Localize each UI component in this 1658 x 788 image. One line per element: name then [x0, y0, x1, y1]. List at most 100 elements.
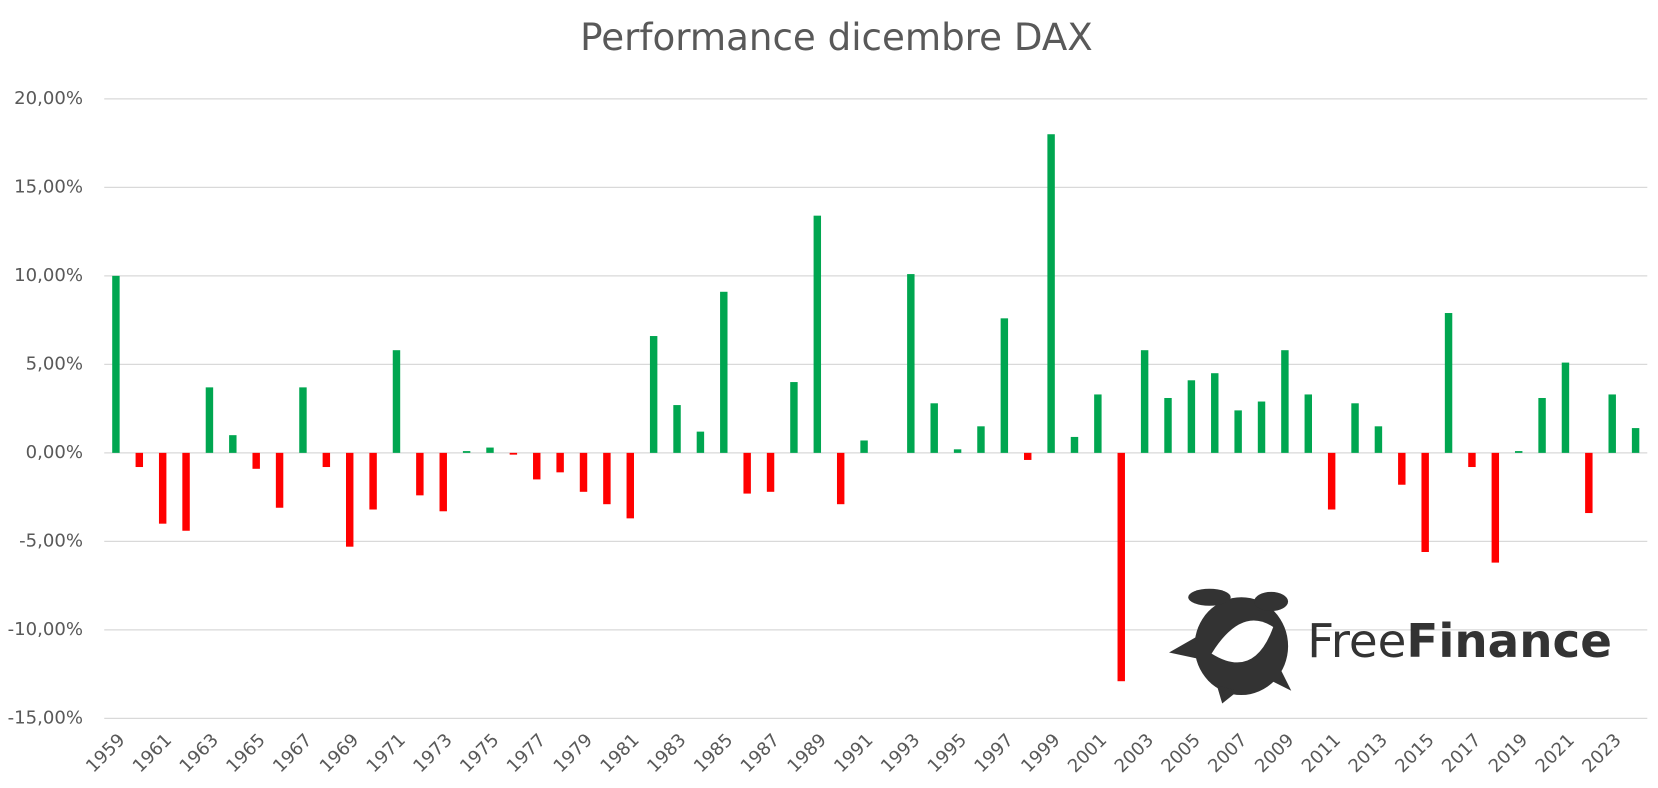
bar — [953, 449, 962, 453]
x-tick-label: 2001 — [1064, 730, 1111, 777]
x-tick-label: 1999 — [1017, 730, 1064, 777]
logo: FreeFinance — [1169, 588, 1612, 704]
x-tick-label: 1989 — [783, 730, 830, 777]
x-tick-label: 2003 — [1111, 730, 1158, 777]
y-tick-label: -10,00% — [8, 619, 83, 640]
bar — [649, 336, 658, 453]
x-tick-label: 2019 — [1485, 730, 1532, 777]
bar — [1211, 373, 1219, 453]
bar — [252, 452, 260, 469]
bar — [1281, 350, 1289, 453]
x-tick-label: 1995 — [924, 730, 971, 777]
bar — [1327, 452, 1336, 510]
x-tick-label: 2007 — [1204, 730, 1251, 777]
logo-text: FreeFinance — [1307, 615, 1612, 669]
bar — [907, 274, 915, 453]
bar — [1585, 452, 1593, 514]
bar — [439, 452, 447, 512]
y-tick-label: -5,00% — [19, 530, 83, 551]
chart-title: Performance dicembre DAX — [580, 15, 1093, 59]
bar — [369, 452, 377, 510]
y-tick-label: -15,00% — [8, 707, 83, 728]
bar — [977, 426, 985, 453]
x-tick-label: 1969 — [316, 730, 363, 777]
x-tick-label: 1967 — [269, 730, 316, 777]
bar — [766, 452, 775, 492]
bar — [743, 452, 751, 494]
bar — [1024, 452, 1032, 460]
bar — [1304, 394, 1313, 453]
x-tick-label: 1975 — [456, 730, 503, 777]
bar — [1117, 452, 1125, 682]
x-tick-label: 1971 — [363, 730, 410, 777]
bar — [1491, 452, 1500, 563]
x-tick-label: 2021 — [1532, 730, 1579, 777]
bar — [1374, 426, 1383, 453]
logo-bold: Finance — [1406, 615, 1612, 669]
x-tick-label: 1977 — [503, 730, 550, 777]
logo-shell — [1211, 620, 1274, 663]
x-tick-label: 1985 — [690, 730, 737, 777]
bar — [626, 452, 634, 519]
bar — [135, 452, 144, 468]
bar — [1351, 403, 1359, 453]
bar — [556, 452, 564, 473]
bar — [1444, 313, 1453, 453]
bar — [1094, 394, 1102, 453]
bar — [275, 452, 284, 508]
bar — [229, 435, 237, 453]
bar — [205, 387, 214, 453]
bar — [1140, 350, 1149, 453]
bar — [158, 452, 167, 524]
bar — [579, 452, 588, 492]
bar — [813, 215, 822, 453]
bar — [1164, 397, 1172, 453]
bar — [299, 387, 307, 453]
y-tick-label: 5,00% — [26, 353, 83, 374]
bar — [182, 452, 190, 531]
bar — [533, 452, 541, 480]
x-tick-label: 1963 — [176, 730, 223, 777]
bar — [930, 403, 938, 453]
x-tick-label: 2009 — [1251, 730, 1298, 777]
bar — [860, 440, 868, 453]
bar — [1000, 318, 1009, 453]
x-tick-label: 2011 — [1298, 730, 1345, 777]
bar — [1631, 428, 1640, 453]
bar — [1187, 380, 1196, 453]
x-tick-label: 2017 — [1438, 730, 1485, 777]
x-tick-label: 1981 — [596, 730, 643, 777]
x-tick-label: 1991 — [830, 730, 877, 777]
bar — [509, 452, 518, 455]
x-tick-label: 1983 — [643, 730, 690, 777]
bar — [1070, 436, 1079, 453]
x-tick-label: 1965 — [222, 730, 269, 777]
x-tick-label: 1973 — [409, 730, 456, 777]
x-tick-label: 1997 — [970, 730, 1017, 777]
bar — [1398, 452, 1406, 485]
bar — [1538, 397, 1546, 453]
logo-turtle — [1169, 588, 1292, 704]
bar — [603, 452, 611, 505]
x-tick-label: 1987 — [737, 730, 784, 777]
x-tick-label: 2015 — [1391, 730, 1438, 777]
bar — [1561, 362, 1570, 453]
x-tick-label: 1959 — [82, 730, 129, 777]
bar — [673, 405, 681, 453]
bar — [1468, 452, 1476, 468]
bar — [1608, 394, 1616, 453]
bar — [486, 447, 494, 453]
bar — [836, 452, 845, 505]
bar — [1514, 451, 1523, 453]
bar — [1421, 452, 1429, 552]
bar — [790, 382, 798, 453]
y-tick-label: 20,00% — [14, 88, 83, 109]
bar — [322, 452, 331, 468]
x-tick-label: 1961 — [129, 730, 176, 777]
bar — [696, 431, 705, 453]
x-tick-label: 1993 — [877, 730, 924, 777]
logo-light: Free — [1307, 615, 1406, 669]
bar — [392, 350, 401, 453]
